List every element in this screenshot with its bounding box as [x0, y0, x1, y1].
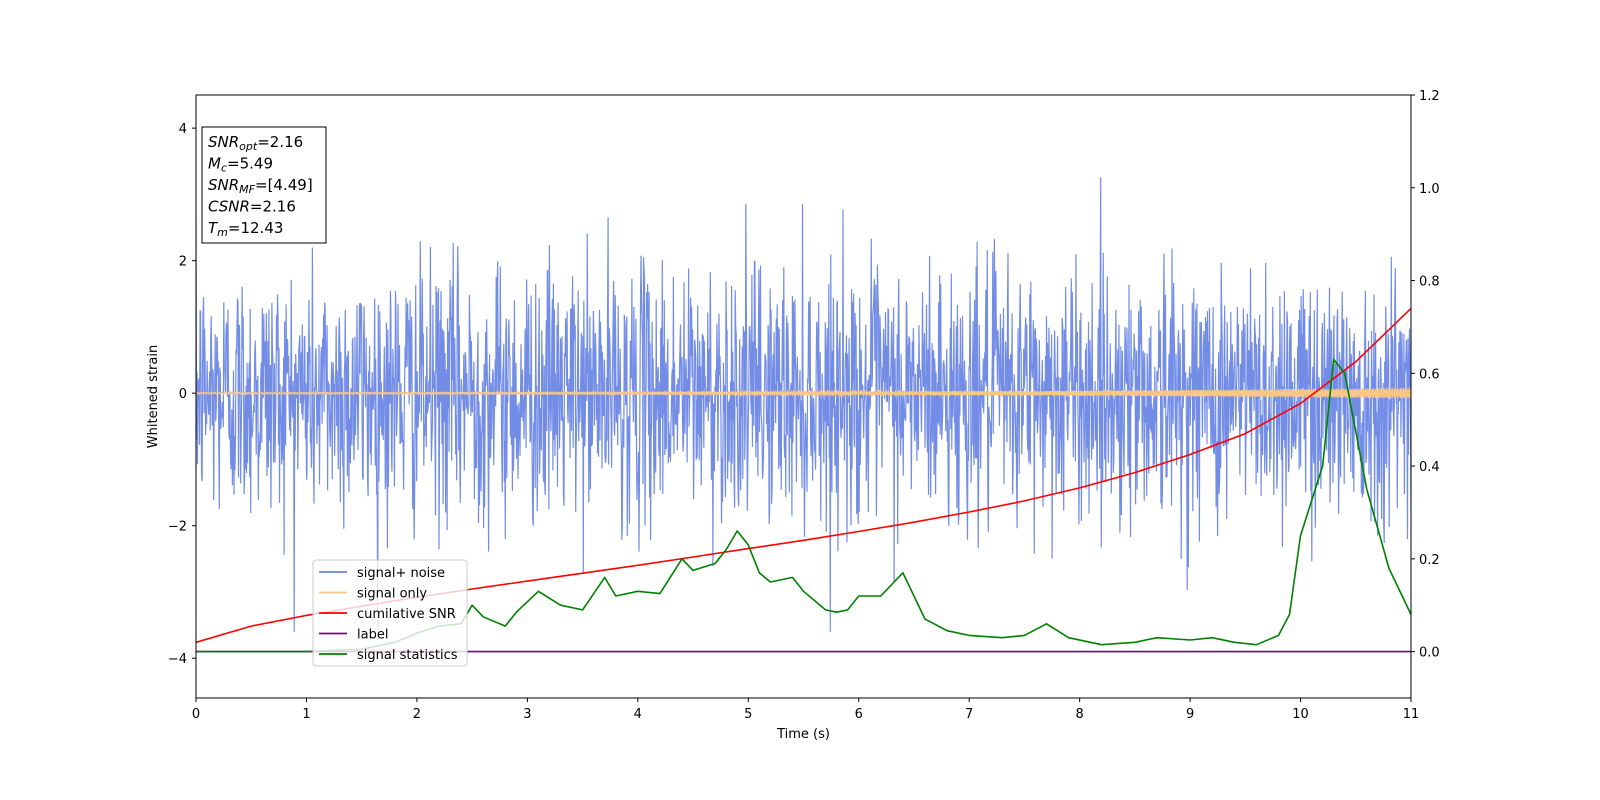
legend: signal+ noise signal only cumilative SNR la…	[312, 559, 468, 667]
y2-tick-label: 1.0	[1419, 182, 1440, 197]
legend-entry: cumilative SNR	[357, 607, 456, 622]
x-tick-label: 3	[523, 707, 531, 722]
info-line: CSNR=2.16	[208, 198, 296, 216]
series-signal-statistics	[196, 358, 1411, 653]
x-tick-label: 4	[634, 707, 642, 722]
y-tick-label: −4	[168, 652, 187, 667]
info-line: Tm=12.43	[208, 219, 283, 239]
y-axis-label: Whitened strain	[146, 345, 161, 448]
x-tick-label: 2	[413, 707, 421, 722]
x-tick-label: 9	[1186, 707, 1194, 722]
y2-tick-label: 0.8	[1419, 275, 1440, 290]
y-tick-label: −2	[168, 520, 187, 535]
y-axis-right: 0.0 0.2 0.4 0.6 0.8 1.0 1.2	[1411, 89, 1440, 661]
x-tick-label: 8	[1075, 707, 1083, 722]
series-signal-only	[196, 387, 1411, 399]
legend-entry: signal statistics	[357, 648, 458, 663]
x-tick-label: 7	[965, 707, 973, 722]
legend-entry: signal+ noise	[357, 566, 445, 581]
legend-entry: label	[357, 628, 388, 643]
x-tick-label: 5	[744, 707, 752, 722]
y2-tick-label: 0.2	[1419, 553, 1440, 568]
x-tick-label: 10	[1292, 707, 1309, 722]
info-line: SNRopt=2.16	[208, 133, 303, 153]
y2-tick-label: 1.2	[1419, 89, 1440, 104]
info-line: Mc=5.49	[208, 155, 273, 175]
info-box-frame	[201, 126, 327, 244]
x-tick-label: 1	[302, 707, 310, 722]
y-tick-label: 0	[179, 387, 187, 402]
x-tick-label: 0	[192, 707, 200, 722]
y-tick-label: 2	[179, 255, 187, 270]
y2-tick-label: 0.4	[1419, 460, 1440, 475]
x-axis-label: Time (s)	[776, 727, 830, 742]
x-tick-label: 6	[855, 707, 863, 722]
y2-tick-label: 0.0	[1419, 646, 1440, 661]
info-line: SNRMF=[4.49]	[208, 176, 313, 196]
legend-frame	[312, 559, 468, 667]
y-axis-left: −4 −2 0 2 4	[168, 122, 196, 667]
x-axis: 0 1 2 3 4 5 6 7 8 9 10 11	[192, 698, 1419, 722]
x-tick-label: 11	[1403, 707, 1420, 722]
y2-tick-label: 0.6	[1419, 367, 1440, 382]
legend-entry: signal only	[357, 587, 427, 602]
y-tick-label: 4	[179, 122, 187, 137]
plot-frame	[195, 94, 1412, 699]
series-signal-noise	[196, 177, 1411, 632]
